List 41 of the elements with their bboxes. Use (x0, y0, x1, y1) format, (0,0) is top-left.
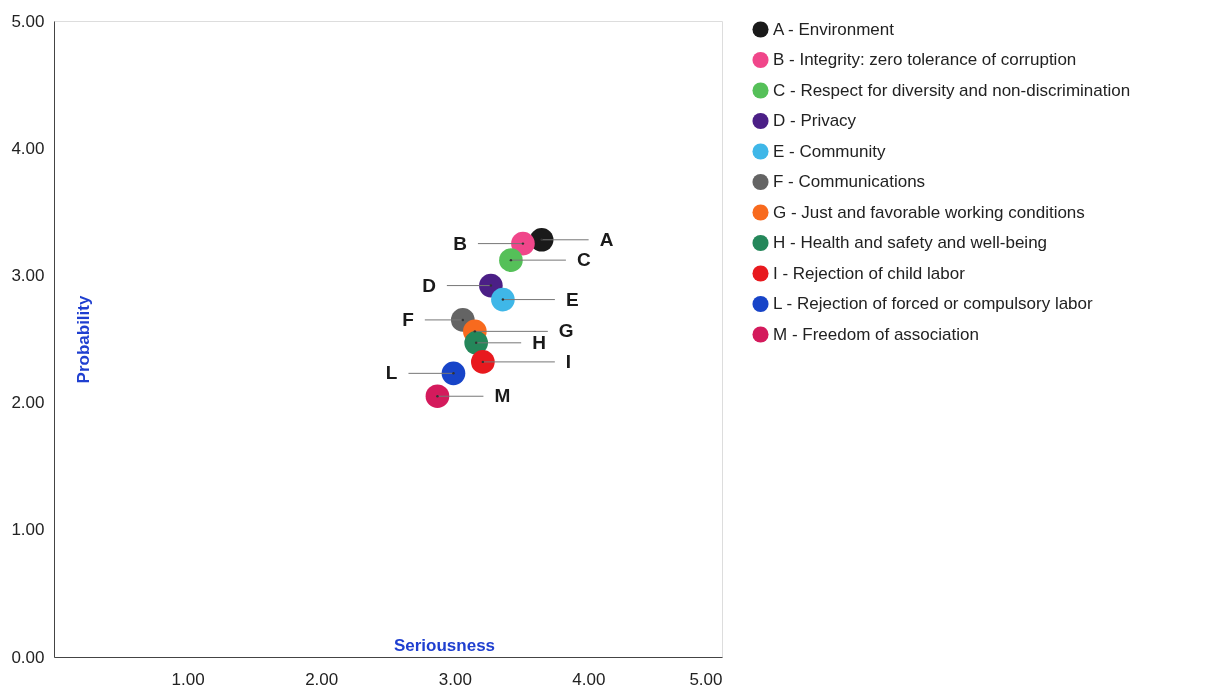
x-axis-title: Seriousness (393, 635, 496, 655)
annotation: M (494, 385, 511, 407)
legend-label: I - Rejection of child labor (773, 263, 966, 283)
y-tick-label: 2.00 (11, 393, 45, 413)
annotation: L (385, 362, 398, 384)
legend-label: C - Respect for diversity and non-discrimination (773, 80, 1131, 100)
point (441, 361, 466, 386)
annotation: I (565, 350, 572, 372)
x-tick-label: 1.00 (171, 669, 205, 689)
legend-label: D - Privacy (773, 111, 857, 130)
legend-label: M - Freedom of association (773, 324, 979, 344)
legend-label: G - Just and favorable working conditions (773, 202, 1085, 222)
point (499, 248, 523, 272)
point (471, 350, 495, 374)
legend-label: A - Environment (773, 19, 895, 39)
legend-label: L - Rejection of forced or compulsory labor (773, 294, 1094, 313)
legend-label: E - Community (773, 141, 886, 161)
annotation: G (558, 320, 574, 342)
y-tick-label: 5.00 (11, 11, 45, 31)
x-tick-label: 3.00 (438, 669, 472, 689)
annotation: H (532, 331, 546, 353)
x-tick-label: 4.00 (572, 669, 606, 689)
y-tick-label: 1.00 (11, 520, 45, 540)
point (491, 287, 515, 312)
x-tick-label: 5.00 (689, 669, 723, 689)
point (511, 231, 535, 256)
annotation: D (422, 274, 436, 296)
annotation: A (599, 228, 614, 250)
annotation: F (402, 308, 414, 330)
annotation: C (576, 249, 591, 271)
y-tick-label: 0.00 (11, 647, 45, 667)
x-tick-label: 2.00 (305, 669, 339, 689)
legend-label: B - Integrity: zero tolerance of corruption (773, 50, 1077, 69)
annotation: E (565, 288, 579, 310)
y-axis-title: Probability (73, 295, 93, 384)
point (425, 384, 450, 409)
annotation: B (453, 232, 467, 254)
y-tick-label: 4.00 (11, 138, 45, 158)
legend-label: H - Health and safety and well-being (773, 233, 1048, 252)
y-tick-label: 3.00 (11, 265, 45, 285)
legend-label: F - Communications (773, 172, 926, 191)
